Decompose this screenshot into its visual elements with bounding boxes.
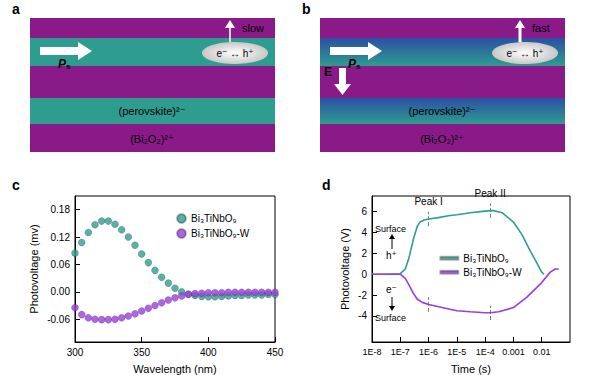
svg-text:1E-5: 1E-5 [447,347,466,357]
svg-text:Peak I: Peak I [414,196,442,207]
svg-text:slow: slow [242,22,264,34]
svg-text:(Bi₂O₂)²⁺: (Bi₂O₂)²⁺ [130,133,174,145]
svg-text:P: P [58,57,66,71]
svg-text:Surface: Surface [375,224,406,234]
svg-text:b: b [302,1,311,17]
svg-text:450: 450 [267,347,284,358]
svg-text:Bi₃TiNbO₉: Bi₃TiNbO₉ [463,253,508,264]
svg-text:E: E [324,65,332,79]
svg-text:0: 0 [361,269,367,280]
svg-text:2: 2 [361,248,367,259]
svg-text:P: P [348,57,356,71]
svg-text:1E-7: 1E-7 [391,347,410,357]
svg-text:fast: fast [532,22,550,34]
svg-text:300: 300 [67,347,84,358]
svg-text:e⁻: e⁻ [386,284,397,295]
svg-text:Photovoltage (mv): Photovoltage (mv) [28,224,40,313]
svg-text:(perovskite)²⁻: (perovskite)²⁻ [409,105,476,117]
svg-text:1E-4: 1E-4 [476,347,495,357]
svg-text:Time (s): Time (s) [451,363,491,375]
svg-text:Peak II: Peak II [475,188,506,199]
svg-text:0.001: 0.001 [502,347,525,357]
svg-text:0.00: 0.00 [51,286,71,297]
svg-text:400: 400 [200,347,217,358]
svg-text:d: d [322,177,331,193]
svg-text:s: s [356,62,361,71]
svg-text:Photovoltage (V): Photovoltage (V) [339,228,351,310]
svg-text:Wavelength (nm): Wavelength (nm) [133,363,216,375]
svg-text:350: 350 [133,347,150,358]
svg-text:s: s [66,62,71,71]
svg-text:(Bi₂O₂)²⁺: (Bi₂O₂)²⁺ [420,133,464,145]
svg-text:h⁺: h⁺ [386,250,397,261]
svg-text:(perovskite)²⁻: (perovskite)²⁻ [119,105,186,117]
svg-text:Bi₃TiNbO₉-W: Bi₃TiNbO₉-W [463,267,522,278]
svg-text:-0.06: -0.06 [47,314,70,325]
svg-text:4: 4 [361,227,367,238]
svg-text:Bi₃TiNbO₉-W: Bi₃TiNbO₉-W [191,228,250,239]
svg-text:e⁻ ↔ h⁺: e⁻ ↔ h⁺ [216,48,253,59]
svg-text:1E-8: 1E-8 [362,347,381,357]
svg-text:c: c [12,177,20,193]
svg-text:6: 6 [361,206,367,217]
svg-text:0.01: 0.01 [533,347,551,357]
svg-text:-4: -4 [358,310,367,321]
svg-text:Bi₃TiNbO₉: Bi₃TiNbO₉ [191,213,236,224]
svg-text:Surface: Surface [375,313,406,323]
svg-text:a: a [12,1,20,17]
svg-text:0.18: 0.18 [51,204,71,215]
svg-text:e⁻ ↔ h⁺: e⁻ ↔ h⁺ [506,48,543,59]
svg-text:-2: -2 [358,290,367,301]
svg-text:0.12: 0.12 [51,232,71,243]
svg-text:1E-6: 1E-6 [419,347,438,357]
svg-text:0.06: 0.06 [51,259,71,270]
